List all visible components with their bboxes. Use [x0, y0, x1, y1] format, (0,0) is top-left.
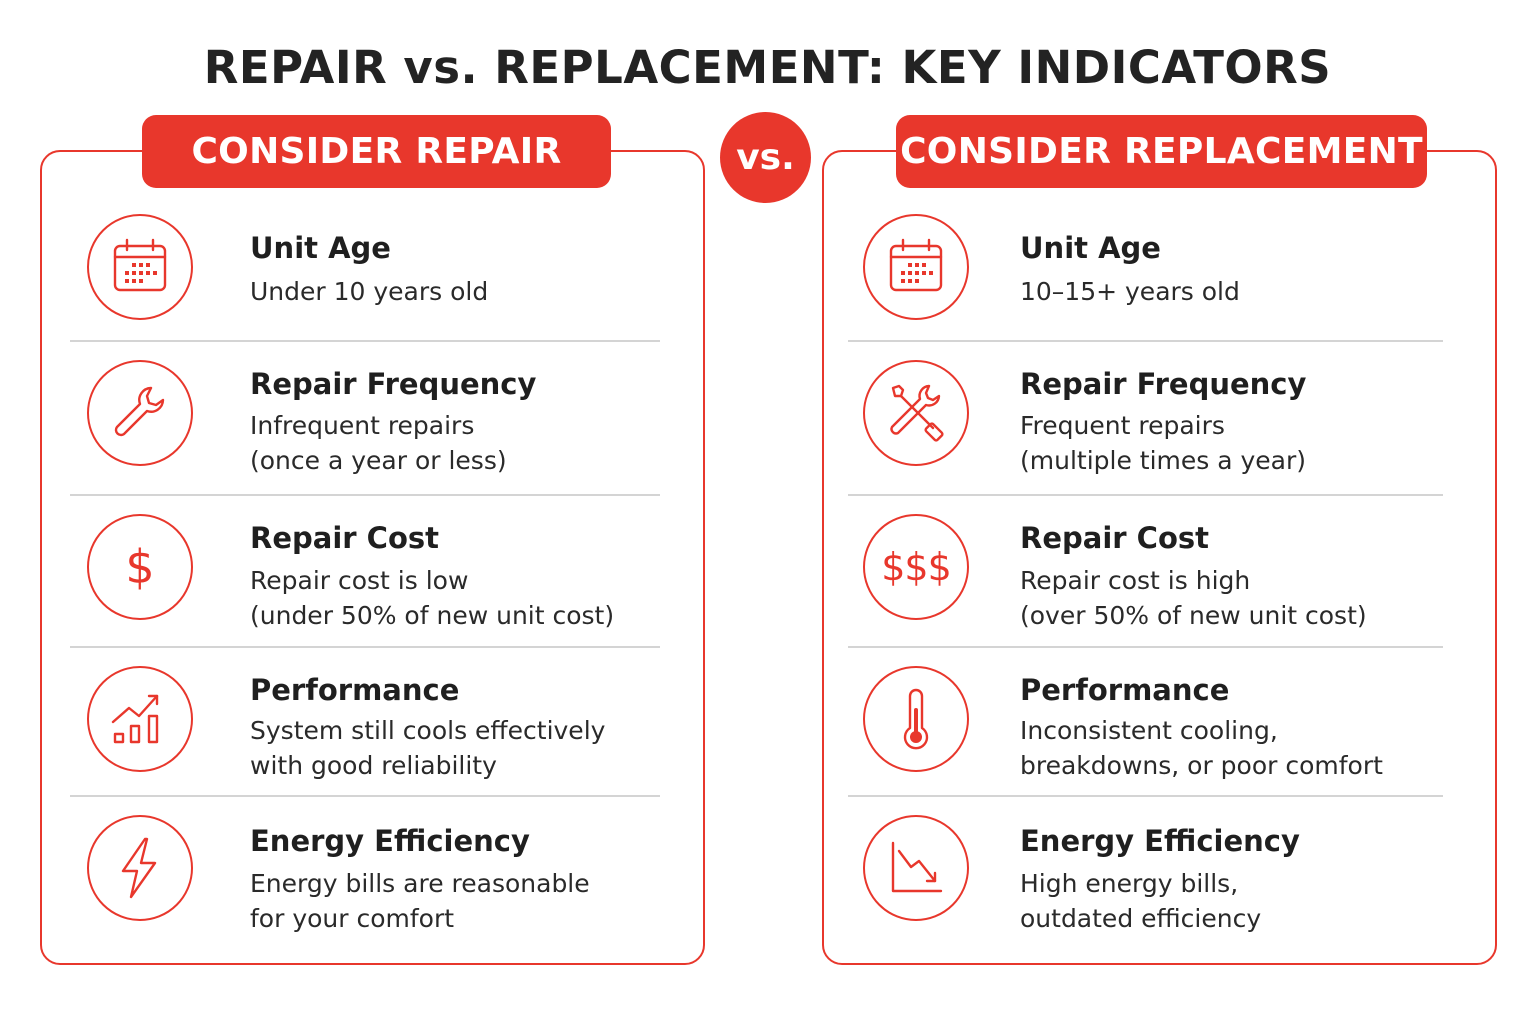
divider — [70, 795, 660, 797]
replacement-performance-desc: Inconsistent cooling, breakdowns, or poo… — [1020, 716, 1383, 780]
wrench-icon — [87, 360, 193, 466]
divider — [70, 494, 660, 496]
divider — [848, 795, 1443, 797]
vs-badge: vs. — [720, 112, 811, 203]
replacement-performance-title: Performance — [1020, 673, 1230, 707]
repair-age-title: Unit Age — [250, 231, 391, 265]
replacement-age-title: Unit Age — [1020, 231, 1161, 265]
triple-dollar-icon: $$$ — [863, 514, 969, 620]
lightning-icon — [87, 815, 193, 921]
replacement-frequency-title: Repair Frequency — [1020, 367, 1307, 401]
repair-frequency-desc: Infrequent repairs (once a year or less) — [250, 411, 507, 475]
replacement-cost-title: Repair Cost — [1020, 521, 1209, 555]
repair-energy-title: Energy Efficiency — [250, 824, 530, 858]
rising-chart-icon — [87, 666, 193, 772]
replacement-age-desc: 10–15+ years old — [1020, 277, 1240, 306]
dollar-icon: $ — [87, 514, 193, 620]
divider — [848, 340, 1443, 342]
repair-performance-title: Performance — [250, 673, 460, 707]
page-title: REPAIR vs. REPLACEMENT: KEY INDICATORS — [203, 41, 1332, 94]
replacement-frequency-desc: Frequent repairs (multiple times a year) — [1020, 411, 1307, 475]
divider — [70, 646, 660, 648]
dollar-glyph: $ — [125, 540, 155, 594]
repair-header: CONSIDER REPAIR — [142, 115, 611, 188]
divider — [70, 340, 660, 342]
crossed-tools-icon — [863, 360, 969, 466]
replacement-energy-title: Energy Efficiency — [1020, 824, 1300, 858]
repair-cost-desc: Repair cost is low (under 50% of new uni… — [250, 566, 615, 630]
triple-dollar-glyph: $$$ — [881, 545, 952, 589]
calendar-icon — [87, 214, 193, 320]
repair-age-desc: Under 10 years old — [250, 277, 489, 306]
repair-cost-title: Repair Cost — [250, 521, 439, 555]
divider — [848, 494, 1443, 496]
replacement-energy-desc: High energy bills, outdated efficiency — [1020, 869, 1262, 933]
thermometer-icon — [863, 666, 969, 772]
declining-chart-icon — [863, 815, 969, 921]
repair-performance-desc: System still cools effectively with good… — [250, 716, 606, 780]
divider — [848, 646, 1443, 648]
calendar-icon — [863, 214, 969, 320]
repair-frequency-title: Repair Frequency — [250, 367, 537, 401]
replacement-header: CONSIDER REPLACEMENT — [896, 115, 1427, 188]
repair-energy-desc: Energy bills are reasonable for your com… — [250, 869, 590, 933]
replacement-cost-desc: Repair cost is high (over 50% of new uni… — [1020, 566, 1367, 630]
